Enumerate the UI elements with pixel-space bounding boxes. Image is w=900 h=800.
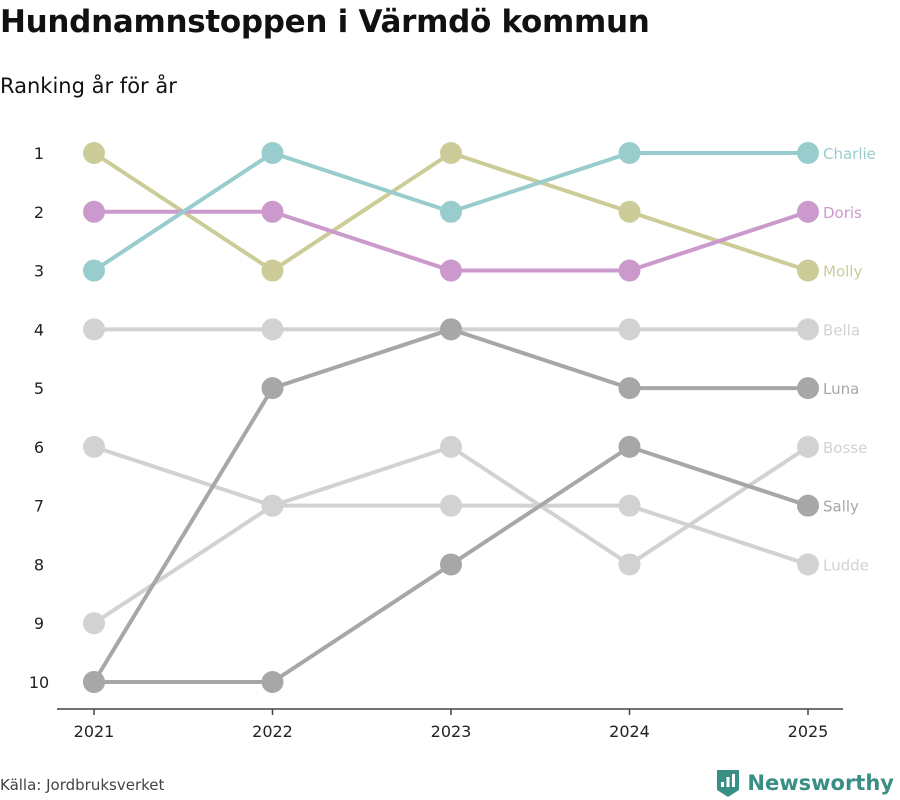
data-point-sally[interactable]	[440, 553, 462, 576]
series-ludde	[83, 494, 819, 635]
y-tick-label: 6	[34, 438, 44, 457]
series-label-sally: Sally	[823, 498, 859, 516]
x-tick-label: 2025	[788, 722, 829, 741]
series-label-bella: Bella	[823, 321, 860, 339]
data-point-ludde[interactable]	[440, 494, 462, 517]
y-tick-label: 7	[34, 497, 44, 516]
series-labels: Bosse Ludde Bella Sally Luna Molly Doris Charli…	[823, 145, 876, 574]
data-point-doris[interactable]	[440, 259, 462, 282]
x-tick-label: 2022	[252, 722, 293, 741]
data-point-ludde[interactable]	[797, 553, 819, 576]
data-point-molly[interactable]	[83, 142, 105, 164]
y-tick-label: 5	[34, 379, 44, 398]
y-axis-ticks: 1 2 3 4 5 6 7 8 9 10	[29, 144, 49, 692]
data-point-bosse[interactable]	[797, 435, 819, 458]
series-label-molly: Molly	[823, 263, 862, 281]
data-point-luna[interactable]	[797, 377, 819, 400]
data-point-luna[interactable]	[261, 377, 284, 400]
brand-name: Newsworthy	[747, 771, 894, 795]
data-point-bosse[interactable]	[618, 553, 641, 576]
y-tick-label: 10	[29, 673, 49, 692]
series-layer	[83, 142, 819, 693]
data-point-doris[interactable]	[261, 200, 284, 223]
data-point-ludde[interactable]	[261, 494, 284, 517]
data-point-charlie[interactable]	[83, 259, 105, 282]
y-tick-label: 9	[34, 614, 44, 633]
data-point-doris[interactable]	[797, 200, 819, 223]
data-point-bella[interactable]	[83, 318, 105, 341]
data-point-sally[interactable]	[261, 671, 284, 693]
series-label-charlie: Charlie	[823, 145, 876, 163]
data-point-molly[interactable]	[440, 142, 462, 164]
data-point-doris[interactable]	[618, 259, 641, 282]
data-point-sally[interactable]	[797, 494, 819, 517]
data-point-molly[interactable]	[797, 259, 819, 282]
data-point-bosse[interactable]	[440, 435, 462, 458]
data-point-bosse[interactable]	[83, 435, 105, 458]
series-label-luna: Luna	[823, 380, 859, 398]
series-molly	[83, 142, 819, 282]
x-tick-label: 2023	[431, 722, 472, 741]
data-point-charlie[interactable]	[261, 142, 284, 164]
data-point-luna[interactable]	[618, 377, 641, 400]
series-label-bosse: Bosse	[823, 439, 867, 457]
data-point-doris[interactable]	[83, 200, 105, 223]
series-label-doris: Doris	[823, 204, 862, 222]
source-note: Källa: Jordbruksverket	[0, 776, 165, 794]
data-point-bella[interactable]	[261, 318, 284, 341]
x-tick-label: 2024	[609, 722, 650, 741]
data-point-charlie[interactable]	[618, 142, 641, 164]
data-point-molly[interactable]	[618, 200, 641, 223]
series-sally	[83, 435, 819, 693]
chart-subtitle: Ranking år för år	[0, 74, 177, 98]
series-luna	[83, 318, 819, 693]
x-axis-ticks: 2021 2022 2023 2024 2025	[74, 709, 829, 741]
data-point-bella[interactable]	[618, 318, 641, 341]
data-point-sally[interactable]	[618, 435, 641, 458]
series-doris	[83, 200, 819, 282]
data-point-ludde[interactable]	[618, 494, 641, 517]
chart-title: Hundnamnstoppen i Värmdö kommun	[0, 4, 650, 40]
series-charlie	[83, 142, 819, 282]
y-tick-label: 8	[34, 555, 44, 574]
bar-chart-icon	[717, 770, 740, 797]
data-point-luna[interactable]	[440, 318, 462, 341]
y-tick-label: 1	[34, 144, 44, 163]
data-point-bella[interactable]	[797, 318, 819, 341]
y-tick-label: 3	[34, 262, 44, 281]
y-tick-label: 2	[34, 203, 44, 222]
data-point-charlie[interactable]	[797, 142, 819, 164]
data-point-luna[interactable]	[83, 671, 105, 693]
data-point-molly[interactable]	[261, 259, 284, 282]
y-tick-label: 4	[34, 320, 44, 339]
data-point-ludde[interactable]	[83, 612, 105, 635]
x-tick-label: 2021	[74, 722, 115, 741]
brand-logo[interactable]: Newsworthy	[715, 768, 894, 798]
data-point-charlie[interactable]	[440, 200, 462, 223]
series-label-ludde: Ludde	[823, 556, 869, 574]
